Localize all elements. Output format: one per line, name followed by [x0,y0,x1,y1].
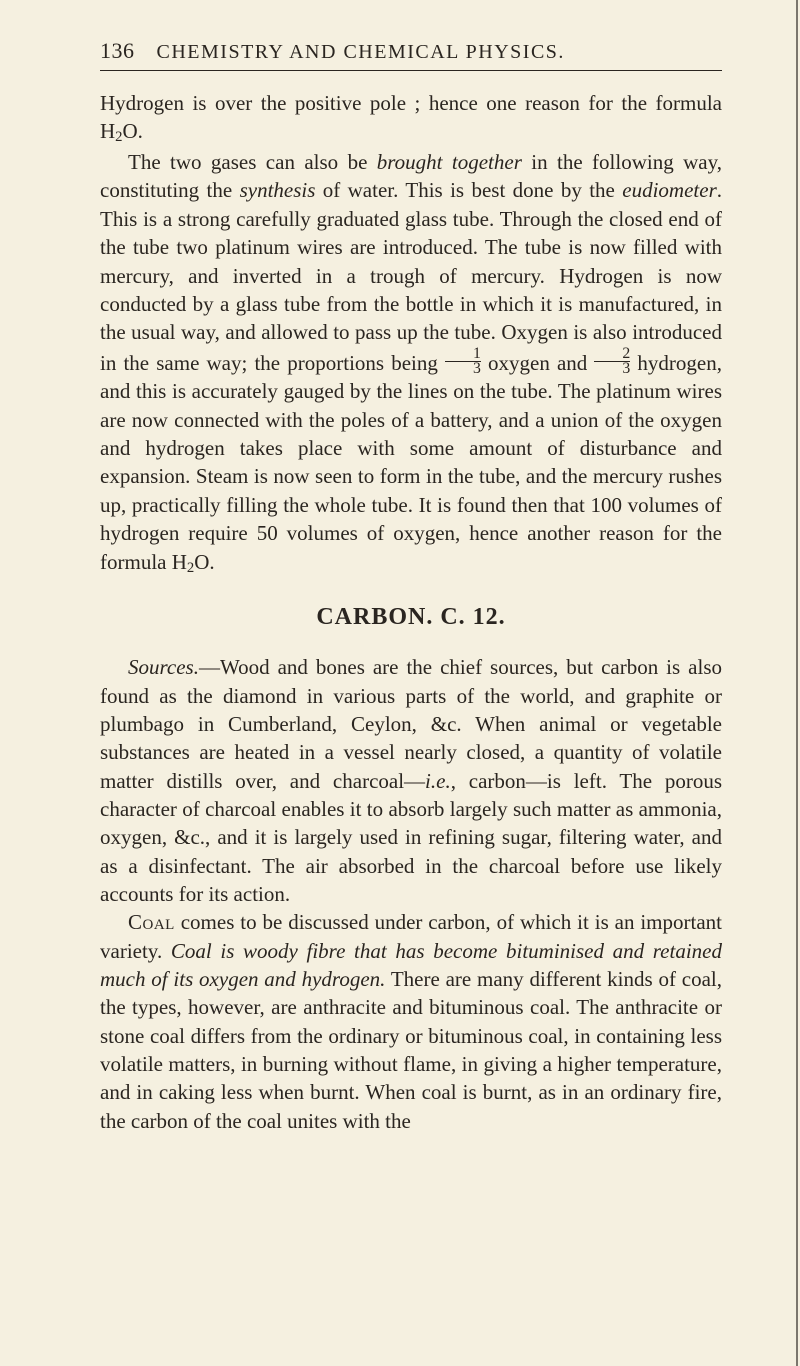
paragraph-1: Hydrogen is over the positive pole ; hen… [100,89,722,148]
frac-den: 3 [594,361,630,377]
book-page: 136 CHEMISTRY AND CHEMICAL PHYSICS. Hydr… [0,0,800,1366]
p2-italic-brought: brought together [377,150,522,174]
p4-smallcaps-coal: Coal [128,910,175,934]
paragraph-4: Coal comes to be discussed under carbon,… [100,908,722,1135]
p2-text-h: oxygen and [481,351,595,375]
running-title: CHEMISTRY AND CHEMICAL PHYSICS. [157,41,565,64]
frac-num: 1 [445,347,481,362]
page-edge [796,0,798,1366]
p2-text-a: The two gases can also be [128,150,377,174]
fraction-two-thirds: 23 [594,347,630,378]
page-header: 136 CHEMISTRY AND CHEMICAL PHYSICS. [100,38,722,64]
p2-text-i: hydrogen, and this is accurately gauged … [100,351,722,574]
p2-italic-eudiometer: eudiometer [622,178,716,202]
paragraph-2: The two gases can also be brought togeth… [100,148,722,578]
section-title-carbon: CARBON. C. 12. [100,604,722,631]
frac-num: 2 [594,347,630,362]
p1-text-a: Hydrogen is over the positive pole ; hen… [100,91,722,143]
p3-italic-sources: Sources. [128,655,199,679]
subscript-2: 2 [115,129,122,145]
p2-italic-synthesis: synthesis [240,178,316,202]
p1-text-b: O. [123,119,143,143]
p2-text-e: of water. This is best done by the [315,178,622,202]
p2-text-j: O. [194,550,214,574]
page-number: 136 [100,38,135,64]
p3-italic-ie: i.e. [425,769,451,793]
p4-text-d: There are many different kinds of coal, … [100,967,722,1133]
header-rule [100,70,722,71]
fraction-one-third: 13 [445,347,481,378]
frac-den: 3 [445,361,481,377]
paragraph-3: Sources.—Wood and bones are the chief so… [100,653,722,908]
